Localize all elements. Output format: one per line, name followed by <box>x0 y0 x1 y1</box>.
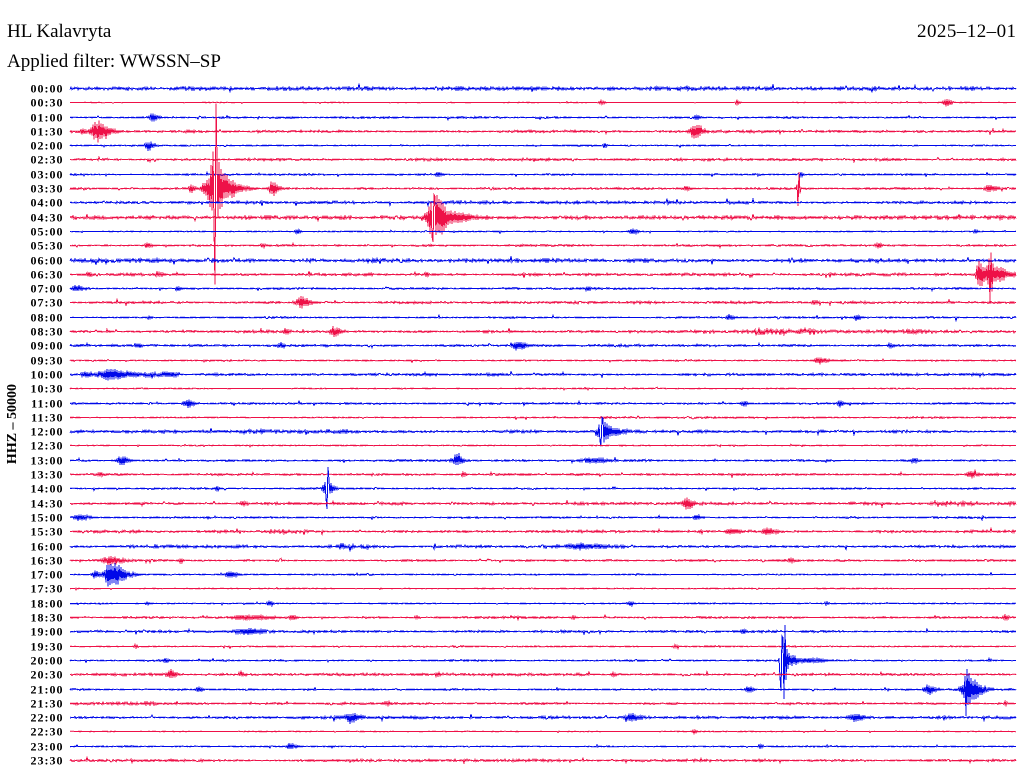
svg-text:17:00: 17:00 <box>31 567 64 581</box>
svg-text:11:30: 11:30 <box>31 410 63 424</box>
svg-text:12:30: 12:30 <box>31 438 64 452</box>
svg-text:Applied filter: WWSSN–SP: Applied filter: WWSSN–SP <box>7 51 221 72</box>
svg-text:11:00: 11:00 <box>31 396 63 410</box>
svg-text:01:00: 01:00 <box>31 110 64 124</box>
svg-text:06:00: 06:00 <box>31 253 64 267</box>
svg-text:03:00: 03:00 <box>31 167 64 181</box>
svg-text:23:30: 23:30 <box>31 753 64 767</box>
svg-text:00:30: 00:30 <box>31 95 64 109</box>
svg-text:18:30: 18:30 <box>31 610 64 624</box>
svg-text:15:30: 15:30 <box>31 524 64 538</box>
svg-text:05:00: 05:00 <box>31 224 64 238</box>
svg-text:23:00: 23:00 <box>31 739 64 753</box>
svg-text:14:30: 14:30 <box>31 496 64 510</box>
svg-text:07:30: 07:30 <box>31 295 64 309</box>
svg-text:2025–12–01: 2025–12–01 <box>917 21 1017 42</box>
svg-text:HHZ – 50000: HHZ – 50000 <box>5 384 20 464</box>
svg-text:16:30: 16:30 <box>31 553 64 567</box>
svg-text:02:30: 02:30 <box>31 152 64 166</box>
svg-text:08:00: 08:00 <box>31 310 64 324</box>
svg-text:06:30: 06:30 <box>31 267 64 281</box>
svg-text:13:30: 13:30 <box>31 467 64 481</box>
svg-text:22:30: 22:30 <box>31 724 64 738</box>
svg-text:04:30: 04:30 <box>31 210 64 224</box>
svg-text:15:00: 15:00 <box>31 510 64 524</box>
svg-text:20:00: 20:00 <box>31 653 64 667</box>
svg-text:10:30: 10:30 <box>31 381 64 395</box>
svg-text:02:00: 02:00 <box>31 138 64 152</box>
svg-text:16:00: 16:00 <box>31 539 64 553</box>
svg-text:04:00: 04:00 <box>31 195 64 209</box>
svg-text:10:00: 10:00 <box>31 367 64 381</box>
svg-text:19:00: 19:00 <box>31 624 64 638</box>
svg-text:21:30: 21:30 <box>31 696 64 710</box>
svg-text:05:30: 05:30 <box>31 238 64 252</box>
svg-text:20:30: 20:30 <box>31 667 64 681</box>
svg-text:19:30: 19:30 <box>31 639 64 653</box>
svg-text:08:30: 08:30 <box>31 324 64 338</box>
svg-text:HL Kalavryta: HL Kalavryta <box>7 21 112 42</box>
svg-text:18:00: 18:00 <box>31 596 64 610</box>
svg-text:07:00: 07:00 <box>31 281 64 295</box>
svg-text:01:30: 01:30 <box>31 124 64 138</box>
svg-text:14:00: 14:00 <box>31 481 64 495</box>
svg-text:12:00: 12:00 <box>31 424 64 438</box>
svg-text:21:00: 21:00 <box>31 682 64 696</box>
svg-text:22:00: 22:00 <box>31 710 64 724</box>
svg-text:00:00: 00:00 <box>31 81 64 95</box>
svg-text:09:00: 09:00 <box>31 338 64 352</box>
svg-text:09:30: 09:30 <box>31 353 64 367</box>
svg-text:13:00: 13:00 <box>31 453 64 467</box>
svg-text:17:30: 17:30 <box>31 581 64 595</box>
svg-text:03:30: 03:30 <box>31 181 64 195</box>
